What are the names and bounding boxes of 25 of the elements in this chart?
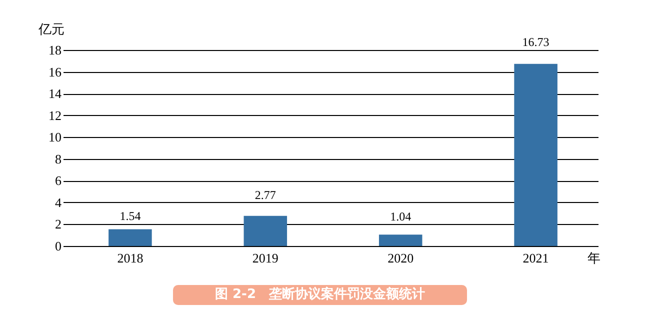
bar (108, 229, 152, 246)
x-tick-label: 2021 (522, 250, 549, 266)
x-tick-label: 2018 (117, 250, 144, 266)
y-tick-label: 2 (55, 216, 62, 232)
y-tick-label: 16 (48, 64, 62, 80)
bar (378, 234, 422, 246)
data-label: 1.54 (120, 209, 141, 224)
x-tick-label: 2019 (252, 250, 278, 266)
x-tick-label: 2020 (388, 250, 414, 266)
bar (514, 64, 558, 246)
data-label: 1.04 (390, 210, 412, 224)
y-tick-label: 18 (48, 42, 62, 58)
y-tick-label: 8 (55, 151, 62, 166)
y-axis-title: 亿元 (38, 22, 64, 36)
y-tick-label: 14 (48, 86, 62, 102)
data-label: 16.73 (522, 34, 550, 49)
y-tick-label: 4 (55, 194, 62, 210)
y-tick-label: 10 (48, 130, 62, 145)
x-axis-title: 年 (588, 250, 600, 266)
y-tick-label: 0 (55, 238, 62, 254)
y-tick-label: 6 (55, 173, 62, 188)
y-tick-label: 12 (48, 108, 62, 123)
data-label: 2.77 (254, 188, 276, 202)
text: 图 2-2 垄断协议案件罚没金额统计 (173, 285, 467, 305)
bar (244, 216, 288, 246)
